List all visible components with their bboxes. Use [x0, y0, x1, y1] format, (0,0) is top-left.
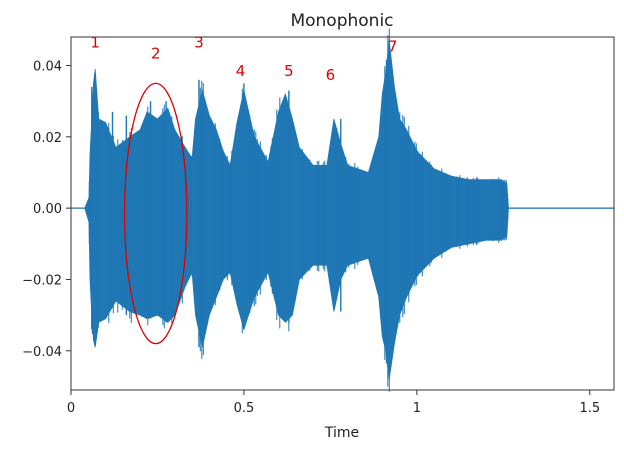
note-label-7: 7	[388, 37, 398, 55]
y-tick-label: −0.04	[22, 345, 62, 360]
note-label-5: 5	[284, 62, 294, 80]
note-label-1: 1	[90, 34, 100, 52]
chart-title: Monophonic	[290, 11, 393, 31]
x-axis: 0 0.5 1 1.5	[67, 390, 600, 416]
y-axis: 0.04 0.02 0.00 −0.02 −0.04	[22, 60, 71, 360]
x-tick-label: 1	[413, 401, 421, 416]
x-tick-label: 1.5	[579, 401, 600, 416]
x-tick-label: 0.5	[234, 401, 255, 416]
y-tick-label: −0.02	[22, 273, 62, 288]
x-axis-label: Time	[324, 425, 359, 441]
note-label-4: 4	[236, 62, 246, 80]
plot-frame	[70, 36, 615, 391]
highlight-ellipse	[123, 82, 188, 345]
waveform-envelope	[84, 40, 614, 380]
note-label-2: 2	[151, 44, 161, 62]
x-tick-label: 0	[67, 401, 75, 416]
annotations: 1 2 3 4 5 6 7	[90, 34, 398, 345]
y-tick-label: 0.00	[33, 202, 62, 217]
plot-area	[71, 28, 614, 392]
note-label-6: 6	[326, 66, 336, 84]
y-tick-label: 0.02	[33, 131, 62, 146]
y-tick-label: 0.04	[33, 60, 62, 75]
note-label-3: 3	[194, 34, 204, 52]
